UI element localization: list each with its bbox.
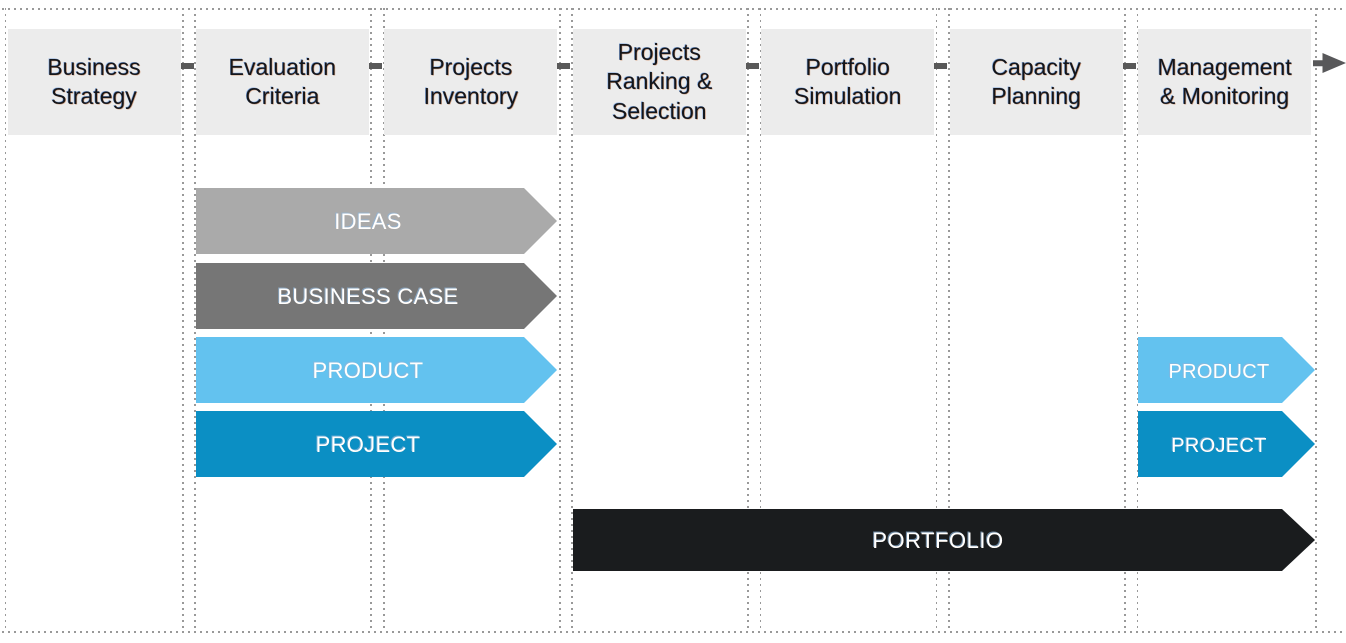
svg-text:BUSINESS CASE: BUSINESS CASE xyxy=(277,284,458,309)
svg-text:IDEAS: IDEAS xyxy=(334,209,402,234)
svg-text:PROJECT: PROJECT xyxy=(316,432,421,457)
svg-text:PORTFOLIO: PORTFOLIO xyxy=(872,528,1003,553)
svg-text:PROJECT: PROJECT xyxy=(1171,435,1266,457)
svg-text:PRODUCT: PRODUCT xyxy=(312,358,423,383)
svg-text:PRODUCT: PRODUCT xyxy=(1169,361,1270,383)
